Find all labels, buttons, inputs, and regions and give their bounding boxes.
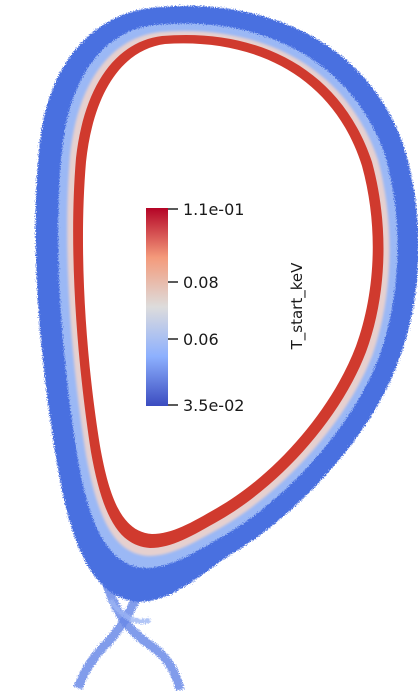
colorbar-tick-label-006: 0.06 [183,330,219,349]
colorbar-title: T_start_keV [288,262,307,350]
plasma-core-interior [82,43,373,535]
colorbar-gradient [146,208,168,406]
colorbar-min-label: 3.5e-02 [183,396,244,415]
colorbar-max-label: 1.1e-01 [183,200,244,219]
colorbar-tick-label-008: 0.08 [183,273,219,292]
colorbar: 1.1e-01 0.08 0.06 3.5e-02 T_start_keV [146,200,307,415]
